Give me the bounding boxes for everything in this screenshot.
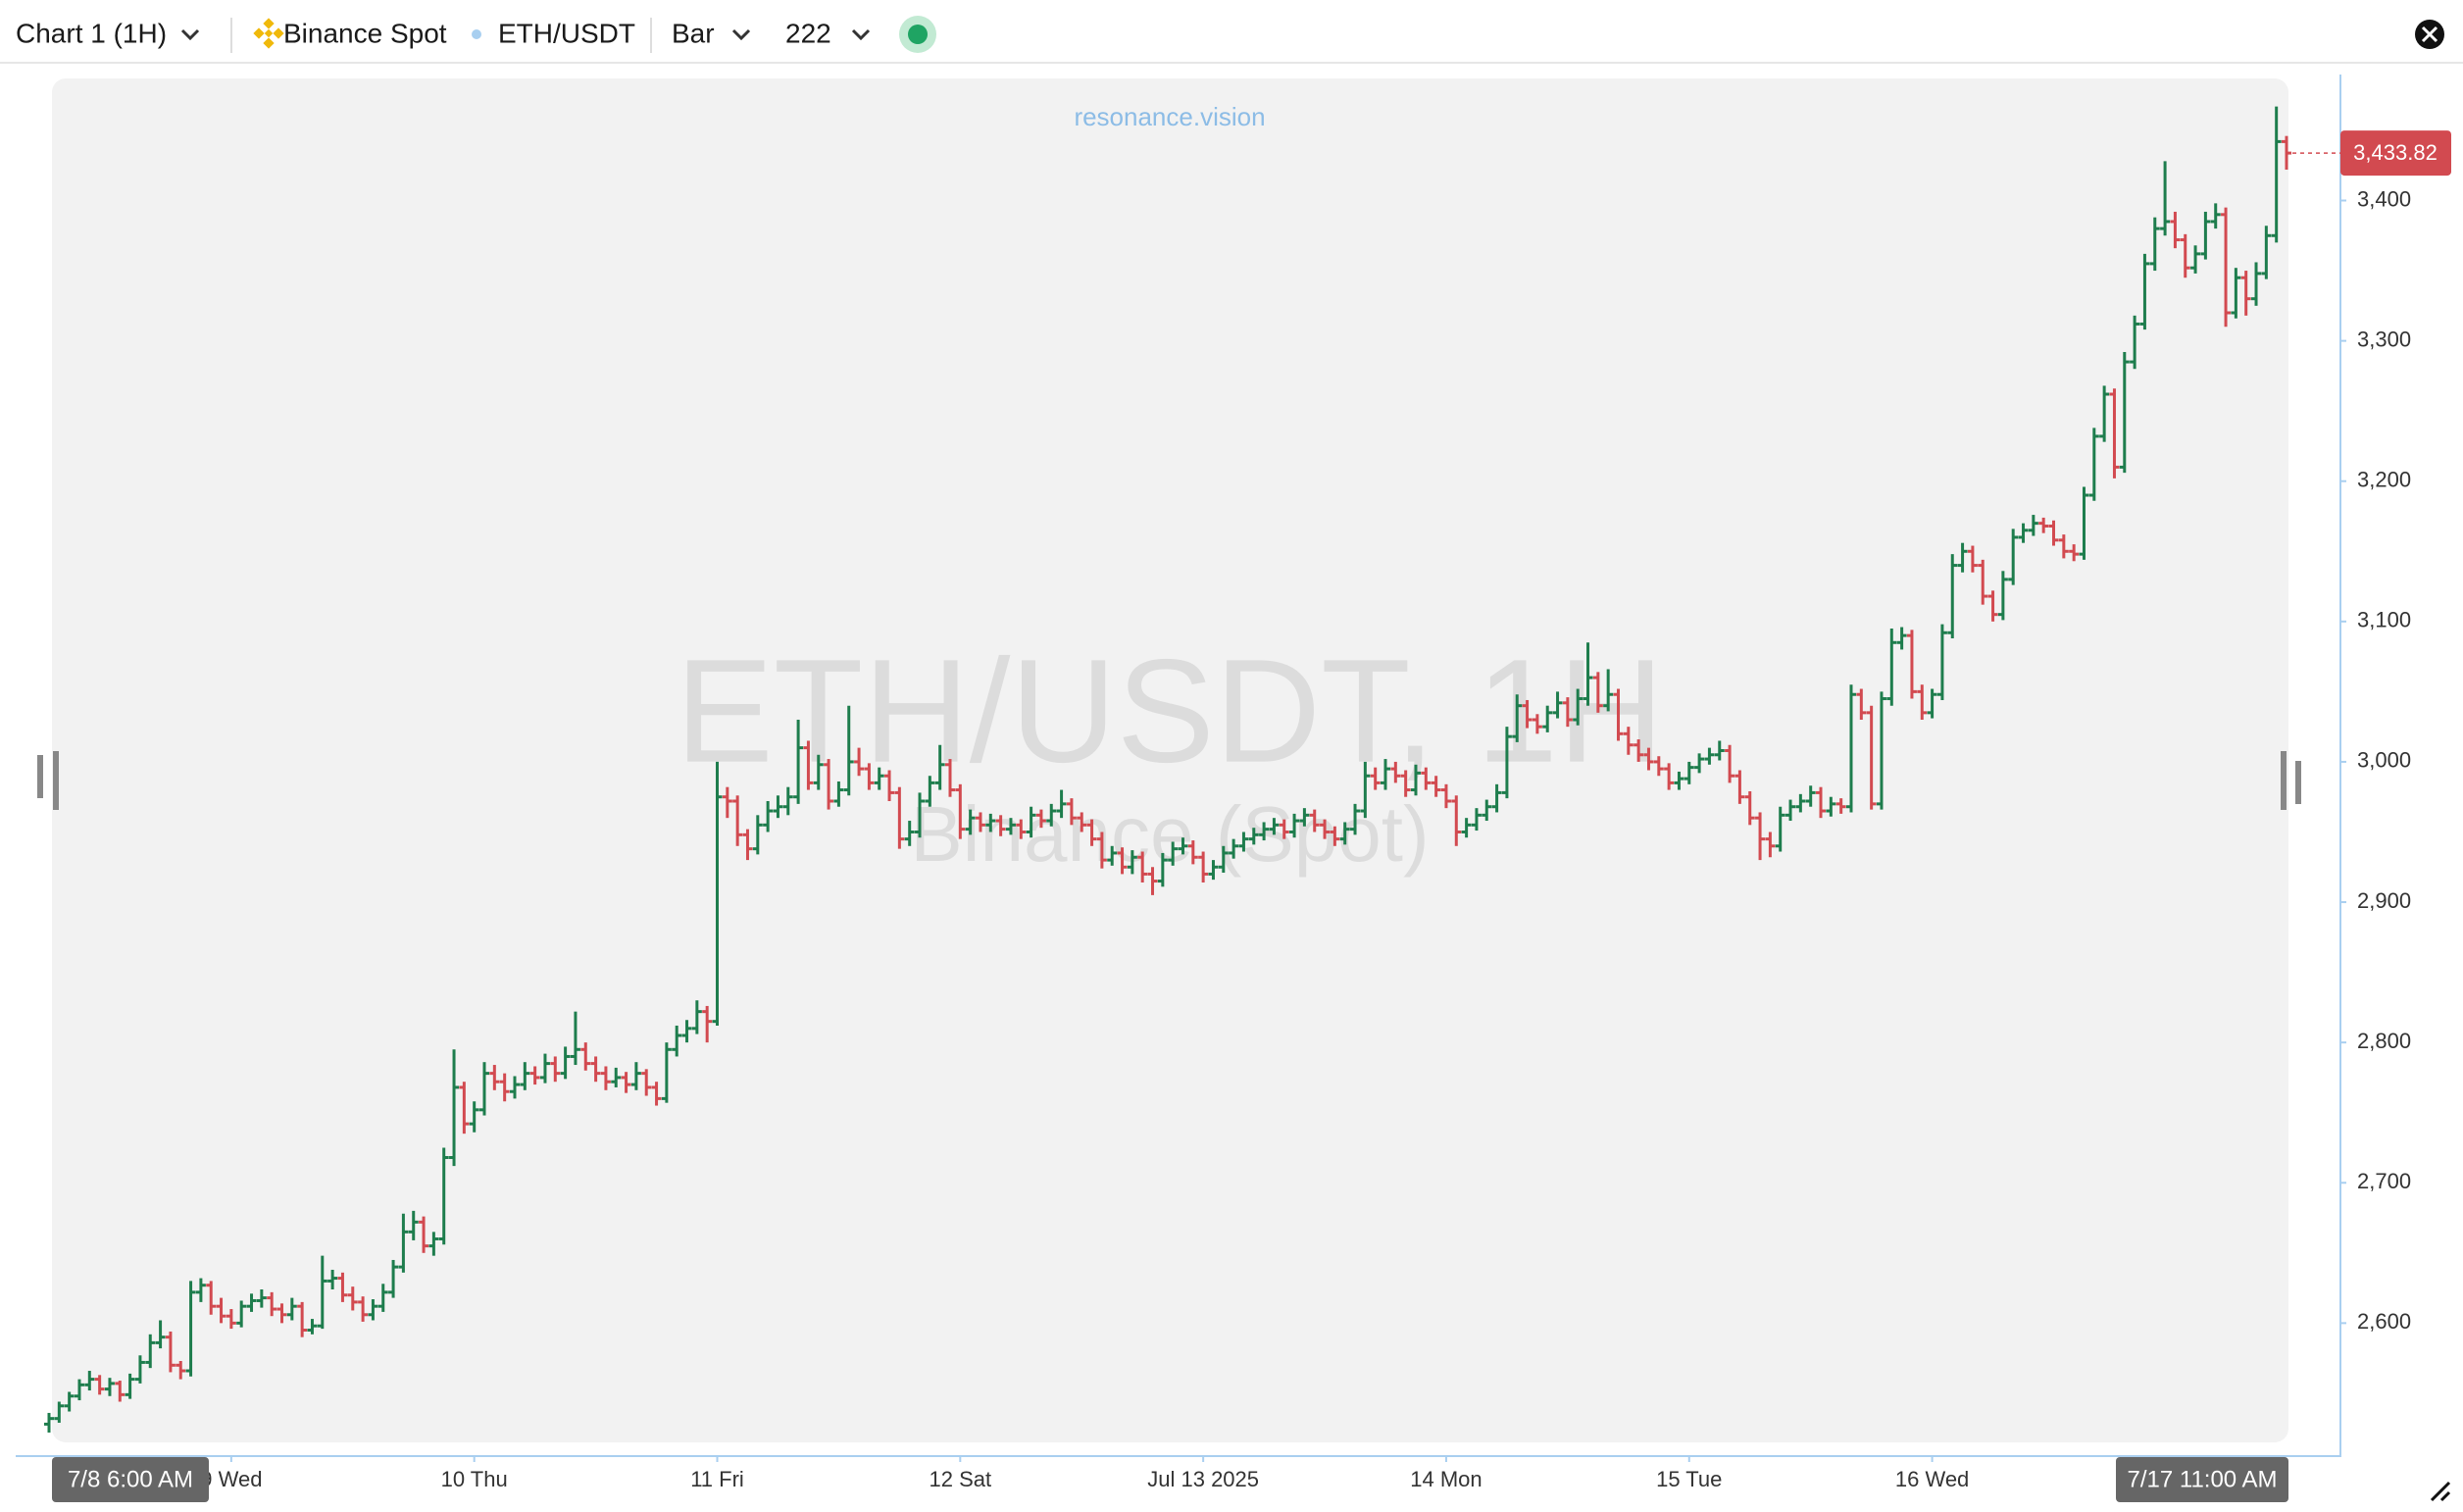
x-tick-label: 14 Mon	[1410, 1467, 1482, 1491]
x-tick-label: 16 Wed	[1895, 1467, 1969, 1491]
range-label: 7/8 6:00 AM	[68, 1466, 193, 1492]
range-label-box	[2116, 1457, 2288, 1502]
left-handle[interactable]	[37, 751, 59, 810]
watermark-subtitle: Binance (Spot)	[910, 790, 1429, 878]
bars	[44, 106, 2291, 1433]
chart-name[interactable]: Chart 1 (1H)	[16, 18, 167, 48]
y-tick-label: 3,300	[2357, 327, 2411, 351]
plot-area	[52, 78, 2288, 1442]
last-price-label: 3,433.82	[2353, 140, 2438, 165]
y-tick-label: 2,900	[2357, 888, 2411, 913]
exchange[interactable]: Binance Spot	[283, 18, 447, 48]
y-tick-label: 3,100	[2357, 608, 2411, 632]
x-tick-label: 15 Tue	[1656, 1467, 1722, 1491]
chevron[interactable]	[180, 28, 200, 41]
bar-count[interactable]: 222	[785, 18, 831, 48]
y-tick-label: 2,800	[2357, 1029, 2411, 1053]
y-tick-label: 3,000	[2357, 748, 2411, 773]
range-label-box	[52, 1457, 209, 1502]
x-tick-label: 11 Fri	[690, 1467, 744, 1491]
brand: resonance.vision	[1074, 102, 1265, 131]
y-tick-label: 3,200	[2357, 468, 2411, 492]
resize-handle[interactable]	[2430, 1481, 2451, 1502]
x-tick-label: 10 Thu	[441, 1467, 508, 1491]
range-label: 7/17 11:00 AM	[2128, 1466, 2278, 1492]
x-tick-label: 12 Sat	[930, 1467, 992, 1491]
x-tick-label: Jul 13 2025	[1147, 1467, 1259, 1491]
close-icon	[2421, 25, 2438, 43]
y-tick-label: 2,700	[2357, 1169, 2411, 1193]
status-dot	[908, 25, 928, 44]
last-price-box	[2340, 130, 2451, 176]
symbol[interactable]: ETH/USDT	[498, 18, 635, 48]
y-tick-label: 3,400	[2357, 186, 2411, 211]
right-handle[interactable]	[2281, 751, 2301, 810]
bar-type[interactable]: Bar	[672, 18, 715, 48]
toolbar: Chart 1 (1H) Binance Spot ETH/USDT Bar 2…	[0, 16, 2463, 64]
x-tick-label: 9 Wed	[200, 1467, 262, 1491]
y-tick-label: 2,600	[2357, 1309, 2411, 1334]
watermark-title: ETH/USDT, 1H	[676, 629, 1664, 793]
dot	[472, 29, 481, 39]
chevron[interactable]	[731, 28, 751, 41]
chevron[interactable]	[851, 28, 871, 41]
